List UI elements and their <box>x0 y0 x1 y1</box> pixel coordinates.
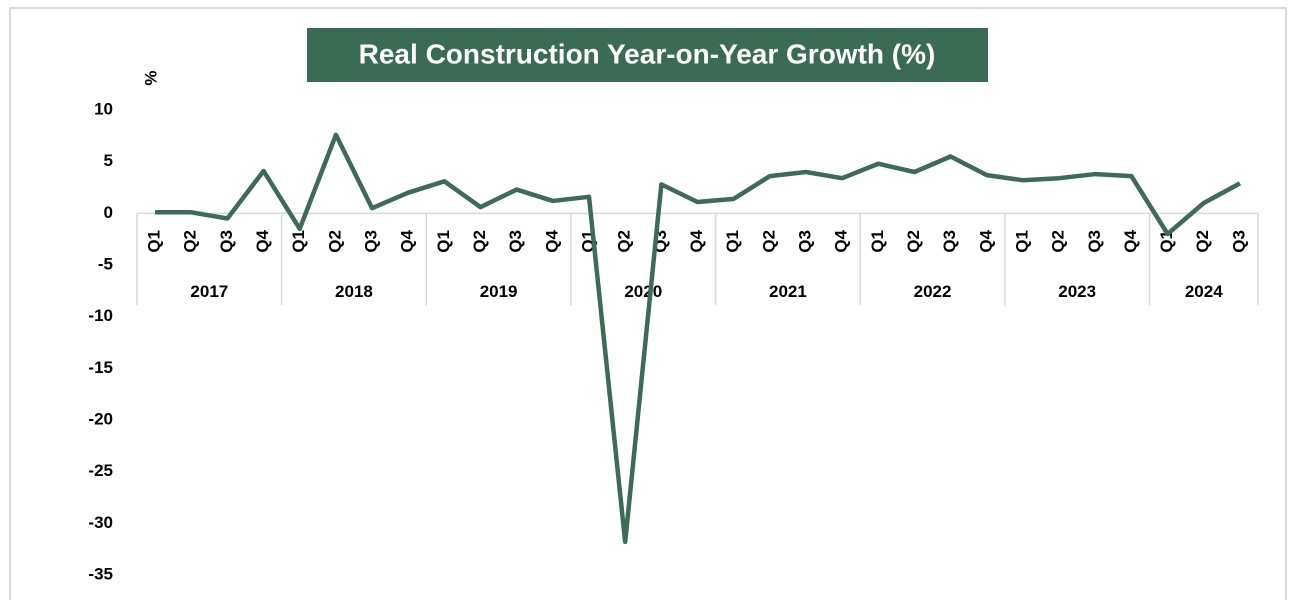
y-tick-label: -15 <box>88 358 113 377</box>
x-tick-label: Q2 <box>181 230 200 253</box>
y-tick-label: 5 <box>104 151 113 170</box>
chart-title: Real Construction Year-on-Year Growth (%… <box>359 38 936 69</box>
x-tick-label: Q4 <box>253 229 272 252</box>
x-tick-label: Q3 <box>940 230 959 253</box>
y-axis-label: % <box>141 70 160 85</box>
x-tick-label: Q4 <box>832 229 851 252</box>
x-tick-label: Q1 <box>434 230 453 253</box>
x-tick-label: Q4 <box>1121 229 1140 252</box>
x-tick-label: Q1 <box>289 230 308 253</box>
year-label: 2021 <box>769 282 807 301</box>
y-tick-label: -35 <box>88 564 113 583</box>
x-tick-label: Q3 <box>795 230 814 253</box>
year-label: 2022 <box>914 282 952 301</box>
y-tick-label: 10 <box>94 99 113 118</box>
x-tick-label: Q1 <box>723 230 742 253</box>
x-tick-label: Q1 <box>868 230 887 253</box>
y-tick-label: -5 <box>98 254 113 273</box>
x-tick-label: Q4 <box>687 229 706 252</box>
x-tick-label: Q3 <box>1085 230 1104 253</box>
x-tick-label: Q2 <box>1193 230 1212 253</box>
year-label: 2017 <box>190 282 228 301</box>
year-label: 2018 <box>335 282 373 301</box>
title-box <box>307 28 988 82</box>
year-label: 2024 <box>1185 282 1223 301</box>
x-tick-label: Q3 <box>217 230 236 253</box>
y-tick-label: -30 <box>88 513 113 532</box>
data-line <box>155 132 1241 545</box>
x-tick-label: Q4 <box>976 229 995 252</box>
x-tick-label: Q1 <box>145 230 164 253</box>
x-tick-label: Q3 <box>1229 230 1248 253</box>
x-tick-label: Q3 <box>362 230 381 253</box>
x-tick-label: Q2 <box>904 230 923 253</box>
y-tick-label: -25 <box>88 461 113 480</box>
y-tick-label: -20 <box>88 409 113 428</box>
y-tick-label: -10 <box>88 306 113 325</box>
x-tick-label: Q3 <box>506 230 525 253</box>
x-tick-label: Q1 <box>1012 230 1031 253</box>
x-tick-label: Q2 <box>1049 230 1068 253</box>
year-label: 2023 <box>1058 282 1096 301</box>
year-label: 2019 <box>480 282 518 301</box>
x-tick-label: Q1 <box>1157 230 1176 253</box>
y-tick-label: 0 <box>104 203 113 222</box>
year-label: 2020 <box>624 282 662 301</box>
x-tick-label: Q2 <box>470 230 489 253</box>
x-tick-label: Q2 <box>759 230 778 253</box>
x-tick-label: Q4 <box>398 229 417 252</box>
x-tick-label: Q4 <box>542 229 561 252</box>
x-tick-label: Q2 <box>325 230 344 253</box>
x-tick-label: Q2 <box>615 230 634 253</box>
